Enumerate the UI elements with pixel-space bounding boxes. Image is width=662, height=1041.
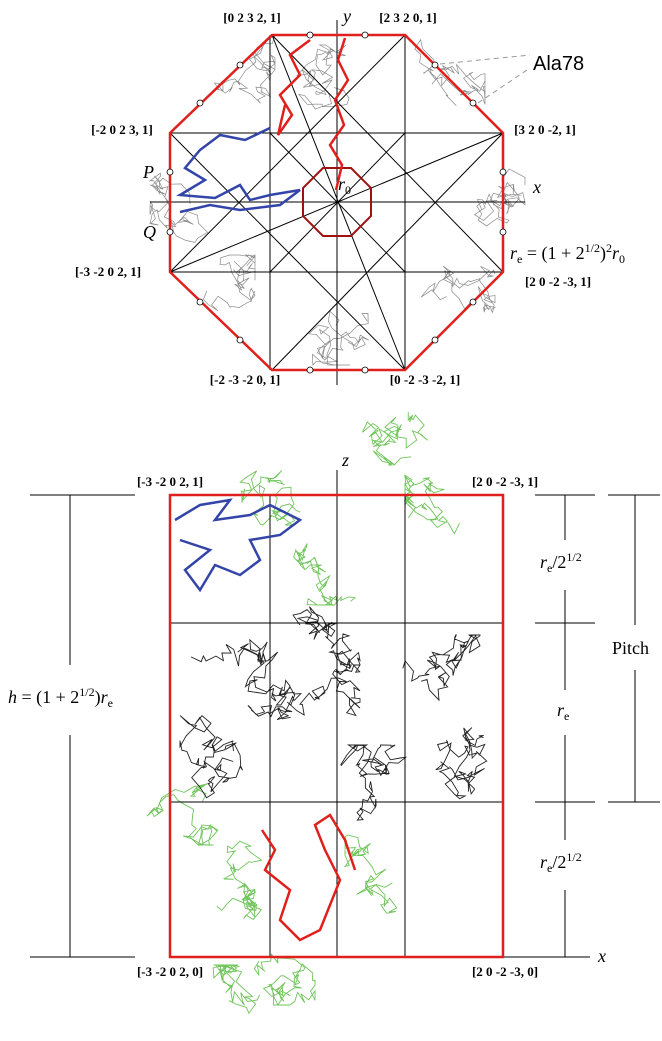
backbone-trace [213,965,259,1013]
vertex-label: [0 2 3 2, 1] [223,10,280,25]
backbone-trace [203,255,255,311]
backbone-trace [341,745,406,820]
segment-label: re/21/2 [540,850,582,875]
symbol: h [8,687,17,707]
backbone-trace [294,544,355,606]
segment-label: re/21/2 [540,550,582,575]
subscript: 0 [619,252,625,266]
vertex-label: [3 2 0 -2, 1] [514,122,576,137]
blue-trace [180,128,300,212]
backbone-trace [254,954,315,1005]
axis-label: x [532,177,541,197]
corner-label: [2 0 -2 -3, 0] [472,964,538,979]
backbone-trace [436,728,487,799]
residue-label: Ala78 [533,53,584,75]
corner-label: [-3 -2 0 2, 1] [137,474,203,489]
superscript: 1/2 [566,850,581,864]
text: = (1 + 2 [522,243,584,264]
pitch-label: Pitch [612,638,649,658]
corner-label: [2 0 -2 -3, 1] [472,474,538,489]
vertex-label: [-2 0 2 3, 1] [91,122,153,137]
point-label: P [142,162,154,182]
backbone-trace [147,784,218,845]
superscript: 1/2 [79,685,94,699]
axis-label: x [597,946,606,966]
r0-label: r0 [338,174,351,197]
backbone-trace [180,716,243,798]
text: /2 [552,852,566,872]
vertex-label: [0 -2 -3 -2, 1] [390,372,460,387]
point-label: Q [143,222,156,242]
subscript: 0 [345,183,351,197]
backbone-trace [345,835,397,913]
vertex-label: [2 0 -2 -3, 1] [525,274,591,289]
backbone-trace [191,640,290,705]
text: = (1 + 2 [17,687,79,708]
red-trace [262,815,355,940]
text: /2 [552,552,566,572]
backbone-trace [415,40,485,106]
backbone-trace [309,311,369,365]
segment-label: re [557,700,569,723]
re-formula: re = (1 + 21/2)2r0 [510,241,625,266]
subscript: e [564,709,569,723]
backbone-trace [405,475,460,533]
blue-trace [175,500,300,590]
height-formula: h = (1 + 21/2)re [8,685,113,710]
backbone-trace [421,266,495,312]
corner-label: [-3 -2 0 2, 0] [137,964,203,979]
backbone-trace [403,635,480,700]
axis-label: z [341,450,349,470]
superscript: 1/2 [585,241,600,255]
vertex-label: [-2 -3 -2 0, 1] [210,372,280,387]
superscript: 1/2 [566,550,581,564]
vertex-label: [-3 -2 0 2, 1] [75,264,141,279]
backbone-trace [248,665,360,720]
backbone-trace [475,169,525,226]
backbone-trace [362,412,427,465]
backbone-trace [293,607,360,675]
axis-label: y [341,6,351,26]
vertex-label: [2 3 2 0, 1] [379,10,436,25]
backbone-trace [214,35,275,103]
red-trace [278,40,310,135]
subscript: e [108,696,113,710]
backbone-trace [217,841,262,919]
figure: [0 2 3 2, 1] [2 3 2 0, 1] [-2 0 2 3, 1] … [0,0,662,1041]
